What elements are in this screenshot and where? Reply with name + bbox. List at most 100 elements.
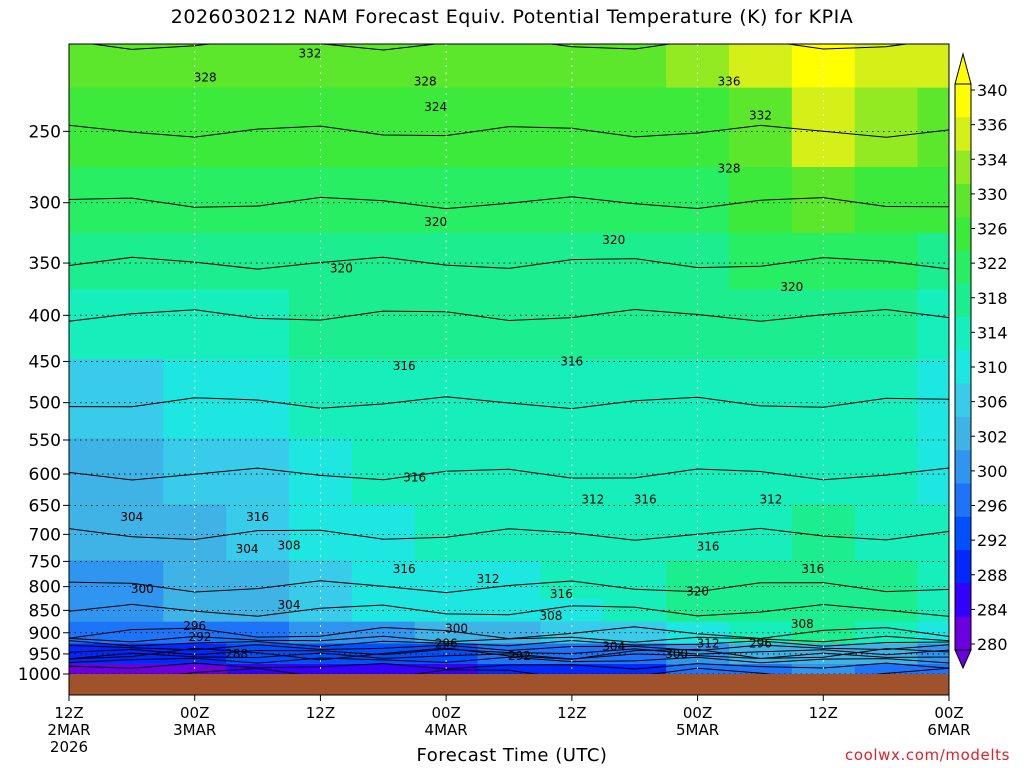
field-cell xyxy=(351,560,416,599)
field-cell xyxy=(163,232,228,290)
field-cell xyxy=(414,167,479,233)
x-tick-label: 12Z xyxy=(557,704,586,722)
field-cell xyxy=(414,504,479,561)
colorbar-label: 284 xyxy=(977,600,1008,619)
contour-label: 328 xyxy=(414,74,437,88)
contour-line xyxy=(69,662,949,670)
field-cell xyxy=(666,663,730,674)
colorbar-label: 334 xyxy=(977,150,1008,169)
contour-label: 320 xyxy=(686,585,709,599)
contour-line xyxy=(88,44,911,51)
contour-label: 316 xyxy=(550,587,573,601)
field-cell xyxy=(540,289,605,359)
field-cell xyxy=(351,504,416,561)
field-cell xyxy=(854,87,919,168)
field-cell xyxy=(100,621,165,644)
field-cell xyxy=(100,359,165,439)
field-cell xyxy=(69,44,102,88)
field-cell xyxy=(289,44,353,88)
field-cell xyxy=(791,504,856,561)
field-cell xyxy=(854,289,919,359)
field-cell xyxy=(603,232,668,290)
field-cell xyxy=(791,289,856,359)
field-cell xyxy=(100,438,165,505)
contour-label: 304 xyxy=(120,510,143,524)
field-cell xyxy=(477,504,542,561)
field-cell xyxy=(163,504,228,561)
field-cell xyxy=(163,598,228,622)
colorbar-label: 302 xyxy=(977,427,1008,446)
colorbar-band xyxy=(955,516,971,551)
contour-label: 300 xyxy=(131,582,154,596)
field-cell xyxy=(69,598,102,622)
contour-label: 320 xyxy=(424,215,447,229)
field-cell xyxy=(69,167,102,233)
colorbar-band xyxy=(955,350,971,385)
field-cell xyxy=(289,560,353,599)
field-cell xyxy=(226,438,290,505)
field-cell xyxy=(414,44,479,88)
field-cell xyxy=(917,167,949,233)
field-cell xyxy=(603,359,668,439)
field-cell xyxy=(226,643,290,664)
field-cell xyxy=(414,598,479,622)
field-cell xyxy=(226,621,290,644)
contour-label: 316 xyxy=(697,539,720,553)
colorbar-band xyxy=(955,250,971,285)
field-cell xyxy=(791,359,856,439)
contour-label: 316 xyxy=(393,562,416,576)
colorbar-label: 314 xyxy=(977,323,1008,342)
x-tick-label: 12Z xyxy=(809,704,838,722)
contour-label: 304 xyxy=(602,639,625,653)
contour-label: 328 xyxy=(718,162,741,176)
contour-line xyxy=(69,639,949,648)
contour-line xyxy=(69,652,949,660)
field-cell xyxy=(289,438,353,505)
contour-line xyxy=(69,196,949,210)
contour-line xyxy=(69,124,949,138)
field-cell xyxy=(791,44,856,88)
field-cell xyxy=(791,232,856,290)
colorbar-band xyxy=(955,283,971,318)
contour-line xyxy=(69,647,949,661)
field-cell xyxy=(226,232,290,290)
field-cell xyxy=(540,560,605,599)
field-cell xyxy=(69,438,102,505)
colorbar-label: 300 xyxy=(977,462,1008,481)
field-cell xyxy=(289,663,353,674)
field-cell xyxy=(666,232,730,290)
field-cell xyxy=(477,167,542,233)
field-cell xyxy=(226,504,290,561)
field-cell xyxy=(854,504,919,561)
field-cell xyxy=(854,663,919,674)
field-cell xyxy=(540,504,605,561)
contour-label: 292 xyxy=(508,649,531,663)
y-tick-label: 550 xyxy=(29,431,61,451)
field-cell xyxy=(854,621,919,644)
contour-label: 300 xyxy=(445,621,468,635)
x-tick-label: 12Z xyxy=(54,704,83,722)
field-cell xyxy=(603,598,668,622)
colorbar-top-arrow xyxy=(954,52,972,85)
field-cell xyxy=(540,663,605,674)
colorbar-band xyxy=(955,583,971,618)
colorbar-band xyxy=(955,150,971,185)
x-tick-label: 00Z xyxy=(934,704,963,722)
field-cell xyxy=(729,663,793,674)
field-cell xyxy=(917,232,949,290)
field-cell xyxy=(603,438,668,505)
contour-line xyxy=(69,396,949,410)
field-cell xyxy=(666,87,730,168)
field-cell xyxy=(100,232,165,290)
field-cell xyxy=(603,289,668,359)
x-tick-label: 00Z xyxy=(180,704,209,722)
field-cell xyxy=(289,598,353,622)
field-cell xyxy=(69,663,102,674)
colorbar-band xyxy=(955,483,971,518)
credit-link[interactable]: coolwx.com/modelts xyxy=(845,746,1010,764)
field-cell xyxy=(666,560,730,599)
y-tick-label: 850 xyxy=(29,601,61,621)
field-cell xyxy=(100,289,165,359)
contour-line xyxy=(69,648,949,656)
